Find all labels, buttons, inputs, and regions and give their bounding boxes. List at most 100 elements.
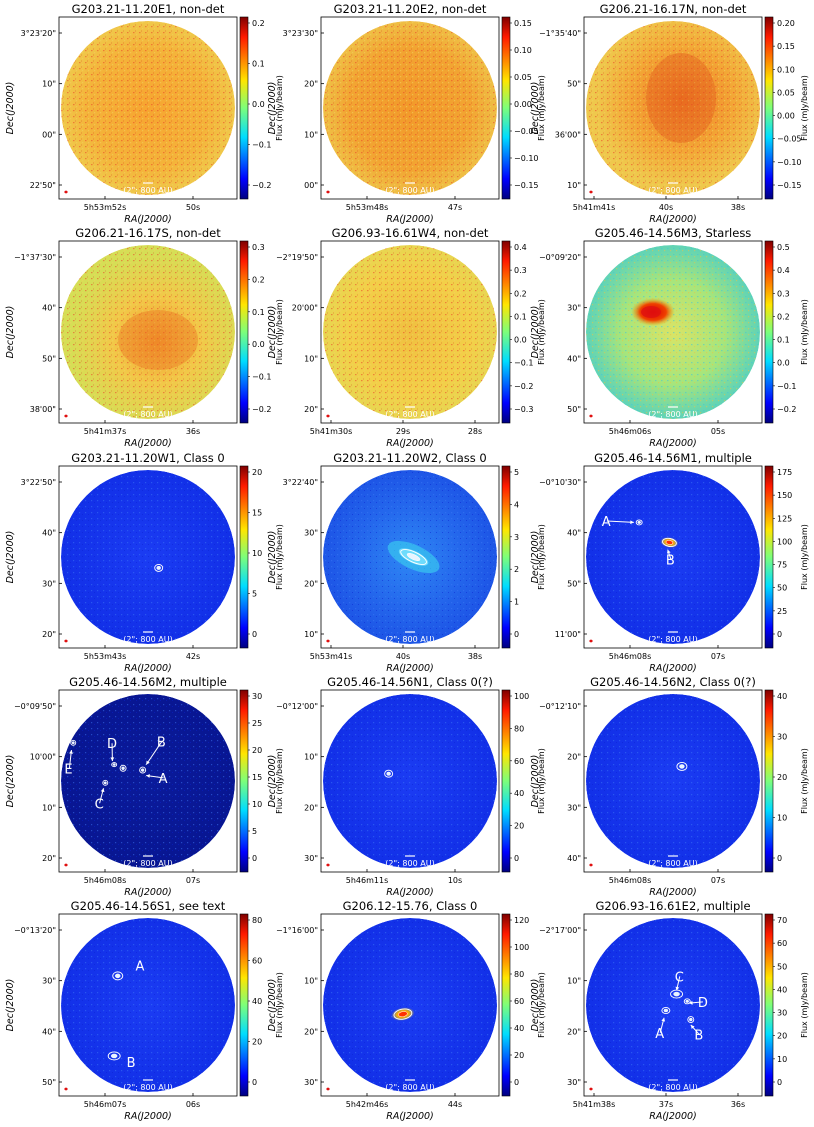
colorbar-tick-label: 0.1 (252, 308, 265, 317)
colorbar-tick-label: −0.1 (252, 141, 271, 150)
x-tick-label: 5h46m08s (609, 652, 651, 661)
y-tick-label: 38'00" (30, 405, 56, 414)
colorbar-tick-label: 0.3 (252, 243, 265, 252)
y-tick-label: −0°12'10" (539, 702, 581, 711)
source-contour (400, 549, 427, 565)
x-tick-label: 5h53m48s (346, 203, 388, 212)
colorbar (501, 16, 511, 200)
y-tick-label: 10" (567, 977, 581, 986)
y-tick-label: 10" (304, 630, 318, 639)
colorbar-tick-label: −0.15 (777, 181, 802, 190)
colorbar (764, 689, 774, 873)
panel: G206.21-16.17N, non-det (2"; 800 AU) −1°35… (530, 2, 809, 225)
panel-title: G203.21-11.20E1, non-det (72, 2, 225, 16)
source-contour (393, 1008, 413, 1020)
colorbar (239, 913, 249, 1097)
colorbar-tick-label: 120 (514, 916, 529, 925)
y-tick-label: 3°23'20" (21, 29, 56, 38)
colorbar-tick-label: 50 (777, 962, 787, 971)
colorbar-tick-label: 20 (252, 1038, 262, 1047)
panel: G205.46-14.56M2, multipleABCDE(2"; 800 A… (5, 675, 284, 898)
colorbar-tick-label: 0.2 (514, 289, 527, 298)
colorbar-tick-label: 20 (252, 746, 262, 755)
x-tick-label: 36s (731, 1100, 745, 1109)
flux-map (61, 21, 235, 195)
panel-title: G205.46-14.56M1, multiple (594, 451, 752, 465)
colorbar-tick-label: 0.10 (514, 46, 532, 55)
scale-bar-label: (2"; 800 AU) (648, 186, 697, 195)
source-contour (384, 769, 394, 778)
x-tick-label: 5h41m37s (84, 427, 126, 436)
colorbar-tick-label: 0.00 (777, 112, 795, 121)
scale-bar-label: (2"; 800 AU) (385, 859, 434, 868)
colorbar (764, 240, 774, 424)
colorbar-tick-label: 80 (514, 724, 524, 733)
x-tick-label: 5h53m52s (84, 203, 126, 212)
colorbar-tick-label: 80 (514, 970, 524, 979)
source-contour (112, 971, 124, 981)
flux-map (586, 245, 760, 419)
source-contour (107, 1051, 121, 1061)
y-tick-label: 30" (567, 1078, 581, 1087)
y-tick-label: −0°13'20" (14, 926, 56, 935)
panel: G205.46-14.56M3, Starless (2"; 800 AU) −0°… (530, 226, 809, 449)
colorbar-tick-label: 20 (514, 822, 524, 831)
y-tick-label: 10" (42, 803, 56, 812)
x-tick-label: 47s (448, 203, 462, 212)
y-tick-label: 40" (42, 304, 56, 313)
colorbar-tick-label: 0.0 (514, 336, 527, 345)
source-label: B (127, 1056, 136, 1071)
source-contour (687, 1016, 695, 1024)
colorbar (501, 913, 511, 1097)
scale-bar-label: (2"; 800 AU) (648, 859, 697, 868)
panel-title: G205.46-14.56M3, Starless (595, 226, 752, 240)
x-tick-label: 38s (468, 652, 482, 661)
colorbar-tick-label: 100 (514, 943, 529, 952)
colorbar-tick-label: 30 (252, 692, 262, 701)
panel: G206.93-16.61E2, multipleABCD(2"; 800 AU… (530, 899, 809, 1122)
scale-bar-label: (2"; 800 AU) (648, 635, 697, 644)
y-tick-label: 40" (567, 354, 581, 363)
scale-bar-label: (2"; 800 AU) (123, 186, 172, 195)
x-tick-label: 50s (186, 203, 200, 212)
colorbar-tick-label: 40 (514, 789, 524, 798)
colorbar-tick-label: 150 (777, 491, 792, 500)
x-axis-label: RA(J2000) (649, 663, 697, 674)
y-tick-label: 10" (567, 181, 581, 190)
y-tick-label: 30" (42, 579, 56, 588)
colorbar-tick-label: 0.05 (514, 73, 532, 82)
colorbar-tick-label: 0 (514, 630, 519, 639)
y-axis-label: Dec(J2000) (5, 306, 16, 359)
colorbar-tick-label: 0.3 (514, 266, 527, 275)
y-tick-label: 50" (567, 80, 581, 89)
scale-bar-label: (2"; 800 AU) (123, 859, 172, 868)
colorbar-tick-label: −0.3 (514, 405, 533, 414)
y-tick-label: 30" (567, 803, 581, 812)
y-tick-label: −1°35'40" (539, 29, 581, 38)
y-tick-label: −0°12'00" (276, 702, 318, 711)
colorbar-tick-label: 15 (252, 773, 262, 782)
colorbar-label: Flux (mJy/beam) (800, 972, 809, 1038)
colorbar-tick-label: 0.15 (514, 19, 532, 28)
y-axis-label: Dec(J2000) (267, 979, 278, 1032)
panel-title: G206.93-16.61W4, non-det (332, 226, 489, 240)
x-axis-label: RA(J2000) (649, 438, 697, 449)
colorbar-tick-label: 60 (252, 957, 262, 966)
colorbar-label: Flux (mJy/beam) (800, 75, 809, 141)
colorbar-label: Flux (mJy/beam) (537, 75, 546, 141)
x-axis-label: RA(J2000) (649, 887, 697, 898)
colorbar-tick-label: 0.00 (514, 100, 532, 109)
y-tick-label: 50" (42, 354, 56, 363)
y-tick-label: 10" (304, 354, 318, 363)
x-tick-label: 29s (396, 427, 410, 436)
flux-map (61, 245, 235, 419)
colorbar-tick-label: 100 (514, 692, 529, 701)
y-tick-label: 40" (567, 854, 581, 863)
colorbar-tick-label: 70 (777, 916, 787, 925)
x-axis-label: RA(J2000) (386, 887, 434, 898)
y-tick-label: −2°19'50" (276, 253, 318, 262)
y-axis-label: Dec(J2000) (5, 979, 16, 1032)
colorbar-tick-label: 0.0 (252, 340, 265, 349)
source-label: A (159, 772, 168, 787)
